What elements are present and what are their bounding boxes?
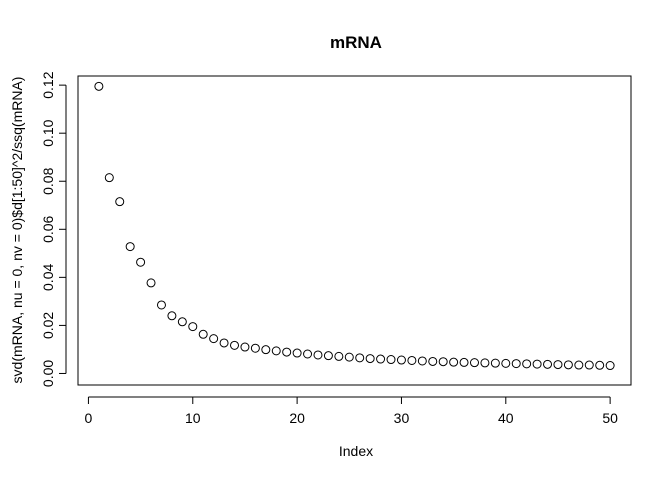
y-tick-label: 0.12 xyxy=(40,71,56,98)
data-point xyxy=(188,322,198,332)
data-point xyxy=(355,353,365,363)
data-points xyxy=(94,81,615,371)
x-tick-label: 40 xyxy=(498,410,514,426)
data-point xyxy=(209,334,219,344)
data-point xyxy=(595,360,605,370)
data-point xyxy=(219,338,229,348)
data-point xyxy=(459,357,469,367)
data-point xyxy=(334,351,344,361)
data-point xyxy=(344,352,354,362)
data-point xyxy=(522,359,532,369)
data-point xyxy=(376,354,386,364)
data-point xyxy=(511,359,521,369)
x-axis: 0 10 20 30 40 50 xyxy=(85,396,618,426)
data-point xyxy=(532,359,542,369)
data-point xyxy=(449,357,459,367)
data-point xyxy=(167,311,177,321)
plot-frame xyxy=(77,75,632,386)
data-point xyxy=(240,342,250,352)
y-tick-label: 0.06 xyxy=(40,215,56,242)
data-point xyxy=(292,348,302,358)
data-point xyxy=(407,355,417,365)
data-point xyxy=(156,300,166,310)
data-point xyxy=(386,355,396,365)
y-tick-label: 0.10 xyxy=(40,119,56,146)
data-point xyxy=(574,360,584,370)
data-point xyxy=(198,329,208,339)
data-point xyxy=(438,357,448,367)
data-point xyxy=(490,358,500,368)
data-point xyxy=(313,350,323,360)
data-point xyxy=(543,359,553,369)
data-point xyxy=(94,81,104,91)
chart-title: mRNA xyxy=(330,33,382,52)
data-point xyxy=(250,343,260,353)
data-point xyxy=(303,349,313,359)
data-point xyxy=(323,351,333,361)
data-point xyxy=(125,242,135,252)
data-point xyxy=(501,358,511,368)
y-tick-label: 0.08 xyxy=(40,167,56,194)
x-axis-title: Index xyxy=(339,443,373,459)
x-tick-label: 30 xyxy=(394,410,410,426)
y-axis: 0.00 0.02 0.04 0.06 0.08 0.10 0.12 xyxy=(40,71,67,387)
x-tick-label: 50 xyxy=(602,410,618,426)
x-tick-label: 20 xyxy=(289,410,305,426)
x-tick-label: 0 xyxy=(85,410,93,426)
data-point xyxy=(115,197,125,207)
data-point xyxy=(261,345,271,355)
data-point xyxy=(584,360,594,370)
data-point xyxy=(136,257,146,267)
data-point xyxy=(469,358,479,368)
data-point xyxy=(605,361,615,371)
data-point xyxy=(146,278,156,288)
y-tick-label: 0.02 xyxy=(40,312,56,339)
data-point xyxy=(104,173,114,183)
data-point xyxy=(365,354,375,364)
y-tick-label: 0.00 xyxy=(40,360,56,387)
data-point xyxy=(480,358,490,368)
data-point xyxy=(271,346,281,356)
data-point xyxy=(428,356,438,366)
data-point xyxy=(230,340,240,350)
x-tick-label: 10 xyxy=(185,410,201,426)
data-point xyxy=(396,355,406,365)
data-point xyxy=(177,317,187,327)
data-point xyxy=(417,356,427,366)
data-point xyxy=(563,360,573,370)
data-point xyxy=(282,347,292,357)
data-point xyxy=(553,360,563,370)
y-tick-label: 0.04 xyxy=(40,264,56,291)
y-axis-title: svd(mRNA, nu = 0, nv = 0)$d[1:50]^2/ssq(… xyxy=(9,77,25,384)
